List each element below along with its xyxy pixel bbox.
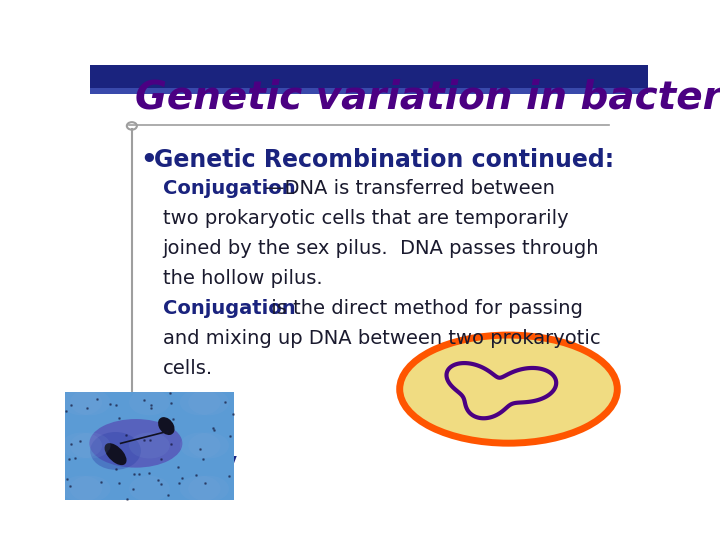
Ellipse shape (400, 335, 617, 443)
Ellipse shape (90, 432, 141, 470)
Circle shape (129, 433, 170, 458)
Text: two prokaryotic cells that are temporarily: two prokaryotic cells that are temporari… (163, 209, 568, 228)
Text: the hollow pilus.: the hollow pilus. (163, 269, 322, 288)
Ellipse shape (158, 417, 174, 435)
Circle shape (61, 476, 102, 502)
Circle shape (180, 389, 220, 415)
Circle shape (70, 433, 110, 458)
Circle shape (70, 389, 110, 415)
Circle shape (180, 476, 220, 502)
Ellipse shape (104, 443, 127, 465)
Text: Genetic Recombination continued:: Genetic Recombination continued: (154, 148, 614, 172)
Bar (90, 65, 648, 87)
Circle shape (189, 389, 229, 415)
Bar (90, 87, 648, 94)
Text: Genetic variation in bacteria: Genetic variation in bacteria (135, 79, 720, 117)
Text: AP Biology: AP Biology (129, 452, 237, 470)
PathPatch shape (446, 363, 557, 418)
Text: Conjugation: Conjugation (163, 299, 295, 318)
Text: —DNA is transferred between: —DNA is transferred between (266, 179, 555, 198)
Circle shape (70, 476, 110, 502)
Circle shape (180, 433, 220, 458)
Text: and mixing up DNA between two prokaryotic: and mixing up DNA between two prokaryoti… (163, 329, 600, 348)
Text: is the direct method for passing: is the direct method for passing (266, 299, 583, 318)
Ellipse shape (89, 419, 182, 468)
Circle shape (61, 433, 102, 458)
Circle shape (189, 433, 229, 458)
Circle shape (129, 389, 170, 415)
Text: joined by the sex pilus.  DNA passes through: joined by the sex pilus. DNA passes thro… (163, 239, 599, 258)
Text: cells.: cells. (163, 359, 212, 378)
Circle shape (61, 389, 102, 415)
Text: Conjugation: Conjugation (163, 179, 295, 198)
Circle shape (129, 476, 170, 502)
Circle shape (189, 476, 229, 502)
Text: •: • (140, 148, 157, 174)
